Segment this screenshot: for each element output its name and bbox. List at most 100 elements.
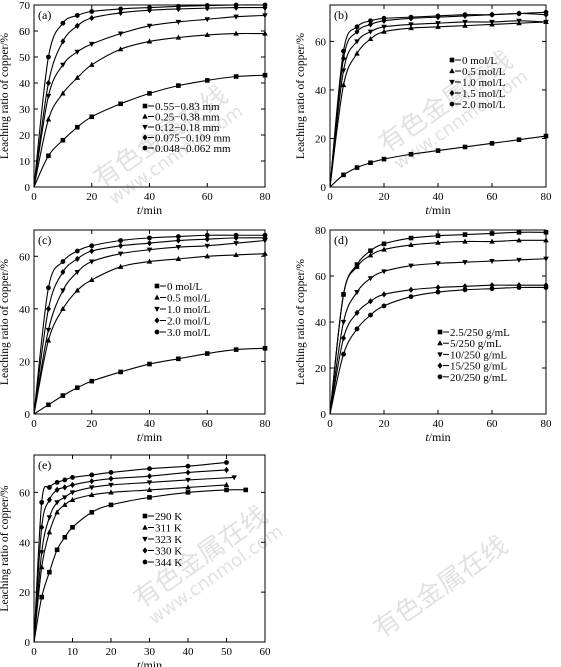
panel-2-legend-marker-2 — [154, 306, 160, 312]
panel-1-legend-marker-4 — [449, 101, 455, 107]
panel-2-series-0-line — [33, 347, 266, 415]
panel-1-series-1-line — [329, 21, 547, 188]
panel-0-xtick-label: 60 — [202, 191, 214, 203]
panel-4-series-2-point — [185, 477, 191, 483]
panel-0-series-0-point — [75, 124, 80, 130]
panel-2-series-4-line — [33, 234, 265, 415]
panel-3-series-0-point — [543, 230, 549, 235]
panel-3-legend-marker-3 — [437, 362, 443, 369]
panel-4-series-0-point — [243, 487, 249, 493]
panel-2-series-1-point — [74, 287, 81, 293]
panel-0-series-4-point — [204, 3, 210, 8]
panel-0-xtick-label: 40 — [144, 191, 156, 203]
panel-1-panel-label: (b) — [334, 8, 348, 22]
panel-2-series-2-point — [45, 327, 52, 333]
panel-1-series-4-point — [462, 12, 468, 18]
panel-4-series-1-point — [54, 509, 60, 515]
panel-2-legend-marker-0 — [154, 283, 160, 289]
panel-3-series-0-point — [368, 248, 373, 253]
panel-1-ytick-label: 20 — [315, 133, 327, 145]
panel-1-series-1-point — [354, 50, 360, 56]
panel-2-series-4-point — [147, 235, 152, 241]
panel-4-series-3-point — [54, 486, 60, 494]
panel-3-xtick-label: 40 — [433, 418, 445, 430]
panel-1-xtick-label: 80 — [541, 191, 553, 203]
panel-2-series-3-point — [262, 234, 268, 241]
panel-0-series-1-point — [74, 74, 81, 80]
panel-4-xtick-label: 30 — [144, 646, 156, 658]
panel-2-series-3-point — [74, 255, 80, 263]
panel-4-legend-label-2: 323 K — [155, 534, 182, 546]
panel-2-ytick-label: 60 — [19, 251, 31, 263]
panel-2-series-1-point — [175, 255, 182, 261]
panel-0-series-4-point — [262, 2, 268, 8]
panel-3-legend-label-1: 5/250 g/mL — [450, 338, 502, 350]
panel-4-series-2-point — [88, 485, 95, 491]
panel-3-ytick-label: 0 — [321, 409, 327, 421]
panel-3-series-4-point — [489, 286, 495, 292]
panel-0-series-1-point — [45, 116, 52, 122]
panel-0-series-2-point — [175, 19, 182, 25]
panel-4-series-4-point — [62, 477, 68, 483]
panel-3-series-3-point — [462, 283, 468, 290]
panel-1-series-0-point — [462, 144, 468, 150]
panel-1-series-2-point — [462, 19, 468, 25]
panel-4-series-2-point — [231, 475, 237, 481]
panel-2-xtick-label: 20 — [86, 418, 98, 430]
panel-1-series-1-point — [367, 35, 374, 42]
panel-0-legend-label-2: 0.12−0.18 mm — [155, 122, 220, 134]
panel-2-series-1-point — [146, 258, 153, 264]
panel-2-series-4-point — [118, 238, 124, 243]
panel-0-ytick-label: 20 — [19, 130, 31, 142]
panel-3-series-4-point — [543, 285, 549, 290]
panel-3-series-4-point — [354, 326, 360, 332]
panel-3-series-3-point — [435, 284, 441, 291]
panel-2-series-0-point — [176, 356, 181, 362]
panel-4-series-2-point — [69, 490, 76, 496]
panel-0-series-4-line — [33, 4, 266, 188]
panel-0-xtick-label: 0 — [31, 191, 37, 203]
panel-1-series-4-point — [354, 24, 360, 30]
panel-2-series-4-point — [60, 259, 66, 264]
panel-4-ytick-label: 0 — [25, 637, 31, 649]
panel-0-series-3-point — [74, 22, 80, 29]
panel-2-series-4-point — [74, 248, 80, 254]
panel-0-series-0-point — [89, 114, 95, 120]
panel-2-ytick-label: 0 — [25, 409, 31, 421]
panel-0-legend-marker-2 — [142, 124, 148, 130]
panel-3-series-2-point — [435, 261, 441, 267]
panel-4-series-3-point — [46, 496, 52, 503]
panel-1-series-3-line — [329, 12, 547, 188]
panel-4-series-2-point — [54, 500, 60, 506]
panel-0-series-0-point — [204, 78, 210, 83]
panel-0-series-2-point — [117, 31, 124, 37]
panel-1-y-axis-label: Leaching ratio of copper/% — [295, 33, 307, 160]
panel-4-series-4-point — [185, 463, 191, 469]
panel-3-legend-label-3: 15/250 g/mL — [450, 361, 507, 373]
panel-4-ytick-label: 40 — [19, 537, 31, 549]
panel-4-xtick-label: 10 — [67, 646, 79, 658]
panel-0-series-3-point — [233, 4, 239, 11]
panel-4-series-2-point — [38, 550, 45, 556]
panel-1-series-4-point — [408, 14, 414, 20]
panel-1-series-2-point — [489, 19, 495, 25]
panel-0-panel-label: (a) — [38, 8, 51, 22]
panel-4-series-3-point — [89, 478, 95, 485]
panel-2-series-4-point — [262, 232, 268, 238]
panel-0-series-2-point — [45, 93, 52, 99]
panel-0-ytick-label: 50 — [19, 52, 31, 64]
panel-4-series-3-point — [69, 481, 76, 489]
panel-3-series-1-point — [340, 291, 347, 297]
panel-1-series-2-point — [543, 19, 549, 25]
panel-0-legend-label-1: 0.25−0.38 mm — [155, 112, 220, 124]
panel-3-series-1-point — [489, 238, 495, 244]
panel-1-series-2-point — [354, 39, 360, 45]
panel-0-series-2-point — [204, 17, 211, 23]
panel-3-series-0-point — [516, 230, 522, 235]
panel-3-ytick-label: 60 — [315, 271, 327, 283]
panel-3-series-2-point — [340, 319, 347, 325]
panel-2-xtick-label: 80 — [260, 418, 272, 430]
panel-4-series-0-point — [147, 495, 152, 500]
panel-2-series-1-point — [233, 251, 239, 258]
panel-2-legend-label-3: 2.0 mol/L — [167, 316, 211, 328]
